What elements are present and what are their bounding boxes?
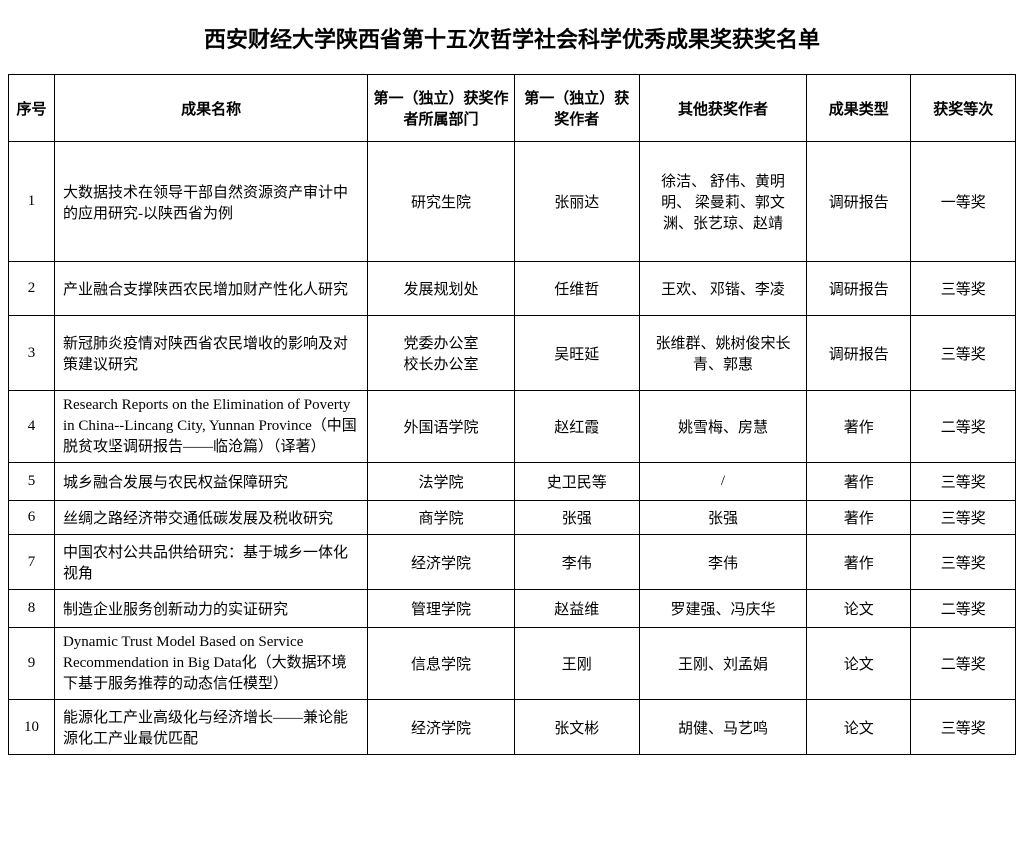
cell-other-authors: 徐洁、 舒伟、黄明明、 梁曼莉、郭文渊、张艺琼、赵靖 <box>639 142 806 262</box>
cell-other-authors: 王刚、刘孟娟 <box>639 628 806 700</box>
cell-type: 调研报告 <box>807 142 911 262</box>
table-body: 1大数据技术在领导干部自然资源资产审计中的应用研究-以陕西省为例研究生院张丽达徐… <box>9 142 1016 755</box>
cell-name: Research Reports on the Elimination of P… <box>54 391 367 463</box>
cell-type: 著作 <box>807 391 911 463</box>
cell-first-author: 赵益维 <box>514 590 639 628</box>
col-header-level: 获奖等次 <box>911 75 1016 142</box>
cell-seq: 4 <box>9 391 55 463</box>
cell-type: 著作 <box>807 535 911 590</box>
cell-dept: 经济学院 <box>368 535 514 590</box>
table-row: 1大数据技术在领导干部自然资源资产审计中的应用研究-以陕西省为例研究生院张丽达徐… <box>9 142 1016 262</box>
table-row: 4Research Reports on the Elimination of … <box>9 391 1016 463</box>
cell-seq: 8 <box>9 590 55 628</box>
cell-level: 三等奖 <box>911 501 1016 535</box>
cell-dept: 管理学院 <box>368 590 514 628</box>
table-row: 10能源化工产业高级化与经济增长——兼论能源化工产业最优匹配经济学院张文彬胡健、… <box>9 700 1016 755</box>
cell-name: 能源化工产业高级化与经济增长——兼论能源化工产业最优匹配 <box>54 700 367 755</box>
table-row: 7中国农村公共品供给研究：基于城乡一体化视角经济学院李伟李伟著作三等奖 <box>9 535 1016 590</box>
cell-name: Dynamic Trust Model Based on Service Rec… <box>54 628 367 700</box>
cell-seq: 5 <box>9 463 55 501</box>
cell-first-author: 李伟 <box>514 535 639 590</box>
table-row: 3新冠肺炎疫情对陕西省农民增收的影响及对策建议研究党委办公室校长办公室吴旺延张维… <box>9 316 1016 391</box>
cell-type: 著作 <box>807 463 911 501</box>
cell-level: 二等奖 <box>911 628 1016 700</box>
col-header-name: 成果名称 <box>54 75 367 142</box>
cell-seq: 7 <box>9 535 55 590</box>
cell-level: 二等奖 <box>911 391 1016 463</box>
cell-dept: 外国语学院 <box>368 391 514 463</box>
cell-first-author: 王刚 <box>514 628 639 700</box>
cell-other-authors: 张强 <box>639 501 806 535</box>
cell-type: 论文 <box>807 628 911 700</box>
cell-first-author: 吴旺延 <box>514 316 639 391</box>
cell-dept: 党委办公室校长办公室 <box>368 316 514 391</box>
cell-dept: 商学院 <box>368 501 514 535</box>
cell-level: 三等奖 <box>911 262 1016 316</box>
cell-name: 产业融合支撑陕西农民增加财产性化人研究 <box>54 262 367 316</box>
cell-first-author: 张强 <box>514 501 639 535</box>
table-row: 2产业融合支撑陕西农民增加财产性化人研究发展规划处任维哲王欢、 邓锴、李凌调研报… <box>9 262 1016 316</box>
cell-other-authors: 姚雪梅、房慧 <box>639 391 806 463</box>
cell-level: 三等奖 <box>911 316 1016 391</box>
cell-seq: 10 <box>9 700 55 755</box>
cell-other-authors: 张维群、姚树俊宋长青、郭惠 <box>639 316 806 391</box>
cell-first-author: 史卫民等 <box>514 463 639 501</box>
cell-seq: 3 <box>9 316 55 391</box>
cell-seq: 9 <box>9 628 55 700</box>
cell-name: 丝绸之路经济带交通低碳发展及税收研究 <box>54 501 367 535</box>
cell-other-authors: / <box>639 463 806 501</box>
cell-type: 调研报告 <box>807 262 911 316</box>
cell-level: 一等奖 <box>911 142 1016 262</box>
table-row: 5城乡融合发展与农民权益保障研究法学院史卫民等/著作三等奖 <box>9 463 1016 501</box>
table-row: 6丝绸之路经济带交通低碳发展及税收研究商学院张强张强著作三等奖 <box>9 501 1016 535</box>
cell-other-authors: 王欢、 邓锴、李凌 <box>639 262 806 316</box>
cell-dept: 经济学院 <box>368 700 514 755</box>
col-header-first: 第一（独立）获奖作者 <box>514 75 639 142</box>
table-row: 8制造企业服务创新动力的实证研究管理学院赵益维罗建强、冯庆华论文二等奖 <box>9 590 1016 628</box>
col-header-other: 其他获奖作者 <box>639 75 806 142</box>
cell-first-author: 赵红霞 <box>514 391 639 463</box>
cell-level: 三等奖 <box>911 535 1016 590</box>
table-row: 9Dynamic Trust Model Based on Service Re… <box>9 628 1016 700</box>
table-header-row: 序号 成果名称 第一（独立）获奖作者所属部门 第一（独立）获奖作者 其他获奖作者… <box>9 75 1016 142</box>
cell-dept: 信息学院 <box>368 628 514 700</box>
cell-first-author: 任维哲 <box>514 262 639 316</box>
cell-level: 三等奖 <box>911 463 1016 501</box>
cell-level: 三等奖 <box>911 700 1016 755</box>
cell-name: 新冠肺炎疫情对陕西省农民增收的影响及对策建议研究 <box>54 316 367 391</box>
cell-other-authors: 李伟 <box>639 535 806 590</box>
page-title: 西安财经大学陕西省第十五次哲学社会科学优秀成果奖获奖名单 <box>8 10 1016 74</box>
cell-level: 二等奖 <box>911 590 1016 628</box>
col-header-dept: 第一（独立）获奖作者所属部门 <box>368 75 514 142</box>
cell-type: 著作 <box>807 501 911 535</box>
awards-table: 序号 成果名称 第一（独立）获奖作者所属部门 第一（独立）获奖作者 其他获奖作者… <box>8 74 1016 755</box>
cell-name: 大数据技术在领导干部自然资源资产审计中的应用研究-以陕西省为例 <box>54 142 367 262</box>
cell-name: 城乡融合发展与农民权益保障研究 <box>54 463 367 501</box>
cell-type: 论文 <box>807 590 911 628</box>
cell-other-authors: 罗建强、冯庆华 <box>639 590 806 628</box>
cell-first-author: 张文彬 <box>514 700 639 755</box>
cell-seq: 2 <box>9 262 55 316</box>
cell-dept: 法学院 <box>368 463 514 501</box>
cell-dept: 研究生院 <box>368 142 514 262</box>
cell-type: 调研报告 <box>807 316 911 391</box>
cell-dept: 发展规划处 <box>368 262 514 316</box>
cell-first-author: 张丽达 <box>514 142 639 262</box>
col-header-type: 成果类型 <box>807 75 911 142</box>
cell-name: 中国农村公共品供给研究：基于城乡一体化视角 <box>54 535 367 590</box>
cell-type: 论文 <box>807 700 911 755</box>
cell-seq: 1 <box>9 142 55 262</box>
col-header-seq: 序号 <box>9 75 55 142</box>
cell-seq: 6 <box>9 501 55 535</box>
cell-other-authors: 胡健、马艺鸣 <box>639 700 806 755</box>
cell-name: 制造企业服务创新动力的实证研究 <box>54 590 367 628</box>
